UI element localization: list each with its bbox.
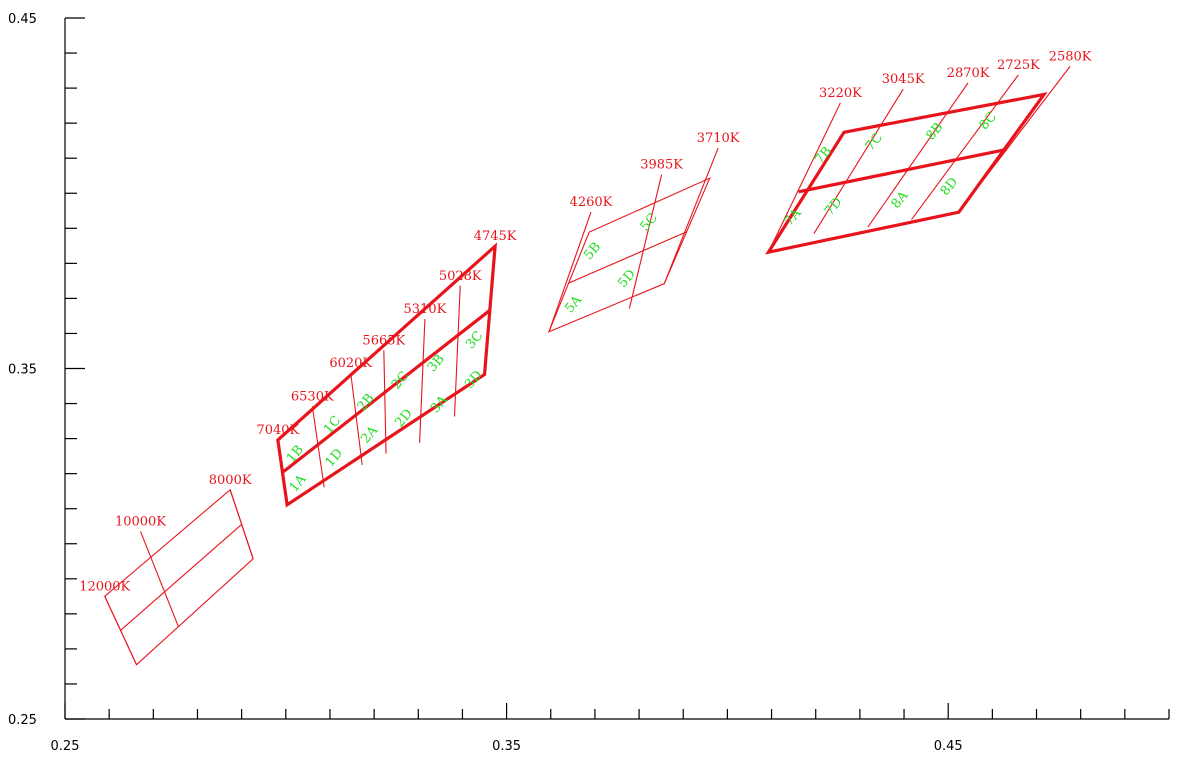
x-tick-label: 0.35 — [492, 739, 521, 754]
bin-cell-label: 3B — [425, 352, 448, 375]
bin-cell-label: 5C — [638, 211, 661, 235]
cct-label: 3710K — [697, 131, 740, 146]
bin-cell-label: 1C — [321, 413, 344, 437]
axes: 0.25 0.35 0.45 0.25 0.35 0.45 — [8, 12, 1170, 754]
bin-cell-label: 2D — [392, 406, 416, 430]
bin-cell-label: 7B — [812, 144, 835, 167]
x-tick-label: 0.45 — [934, 739, 963, 754]
cct-line — [140, 531, 180, 628]
cct-line — [229, 489, 254, 559]
bin-cell-label: 2B — [355, 391, 378, 414]
cct-label: 2725K — [997, 58, 1040, 73]
cct-label: 4260K — [570, 195, 613, 210]
cct-label: 3045K — [882, 72, 925, 87]
bin-cell-label: 5D — [615, 267, 639, 291]
bin-divider — [120, 524, 243, 631]
bin-outline — [765, 92, 1048, 255]
cct-line — [453, 285, 461, 417]
bin-cell-label: 8C — [977, 109, 1000, 133]
cct-line — [958, 66, 1071, 213]
cct-line — [419, 319, 426, 443]
cct-line — [663, 147, 719, 284]
cct-line — [104, 596, 138, 665]
cct-label: 6530K — [291, 389, 334, 404]
bin-divider — [798, 147, 1007, 194]
cct-line — [311, 406, 325, 488]
bin-cell-label: 8B — [923, 120, 946, 143]
cct-label: 6020K — [329, 356, 372, 371]
bin-cell-label: 1B — [284, 443, 307, 466]
cct-line — [548, 211, 592, 332]
cct-label: 8000K — [209, 473, 252, 488]
bin-outline — [547, 177, 711, 333]
cct-label: 4745K — [474, 229, 517, 244]
cct-label: 5310K — [404, 302, 447, 317]
cct-line — [911, 74, 1019, 220]
bin-outline — [276, 242, 498, 508]
cct-label: 7040K — [256, 423, 299, 438]
bin-cell-label: 5A — [562, 293, 585, 317]
cct-line — [483, 246, 496, 375]
cct-line — [277, 439, 288, 505]
cct-line — [867, 82, 969, 228]
cct-line — [813, 88, 904, 234]
y-tick-label: 0.35 — [8, 363, 37, 378]
cct-label: 2870K — [947, 66, 990, 81]
cct-label: 10000K — [115, 514, 166, 529]
bin-cell-label: 3C — [463, 328, 486, 352]
cct-line — [383, 350, 387, 454]
cct-line — [350, 372, 363, 465]
bin-group: 7040K6530K6020K5665K5310K5028K4745K1A1B1… — [256, 229, 517, 508]
bin-group: 12000K 10000K 8000K — [79, 473, 254, 666]
plot-area: 12000K 10000K 8000K 7040K 6530K 6020K 5665K 531… — [79, 49, 1092, 666]
cct-label: 3985K — [640, 158, 683, 173]
cct-line — [628, 174, 663, 309]
y-tick-label: 0.45 — [8, 12, 37, 27]
cct-line — [767, 102, 841, 253]
x-tick-label: 0.25 — [51, 739, 80, 754]
cct-label: 2580K — [1049, 49, 1092, 64]
cct-label: 5028K — [439, 269, 482, 284]
cct-label: 12000K — [79, 579, 130, 594]
bin-divider — [568, 231, 687, 284]
bin-divider — [281, 309, 491, 474]
bin-cell-label: 7C — [863, 130, 886, 154]
bin-cell-label: 3A — [428, 392, 451, 416]
cct-label: 5665K — [362, 333, 405, 348]
y-tick-label: 0.25 — [8, 713, 37, 728]
cct-label: 3220K — [819, 86, 862, 101]
